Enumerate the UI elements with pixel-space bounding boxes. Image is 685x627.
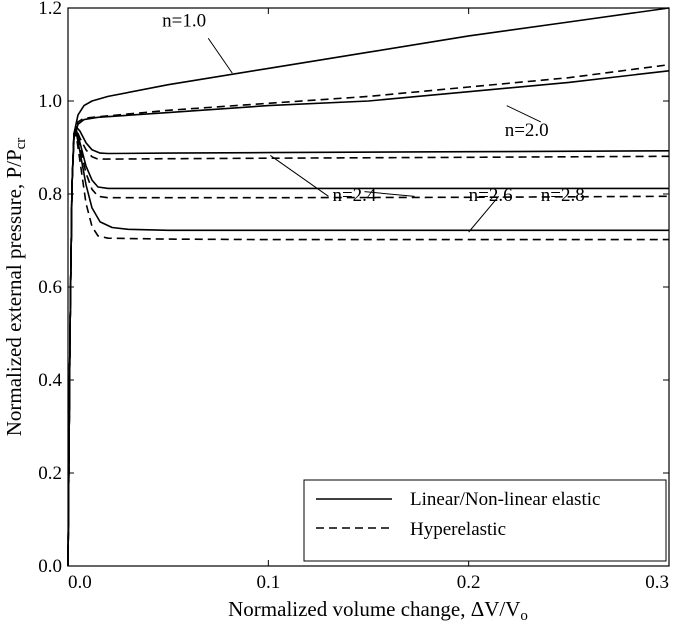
annotation-leader-line (207, 37, 233, 74)
x-tick-label: 0.1 (256, 572, 280, 593)
x-axis-title-sub: o (520, 608, 528, 624)
annotation-label: n=2.8 (541, 185, 585, 206)
series-layer (67, 7, 670, 567)
y-tick-label: 0.4 (38, 370, 62, 391)
y-axis-title-sub: cr (13, 138, 29, 150)
x-tick-label: 0.0 (68, 572, 92, 593)
y-axis-title-main: Normalized external pressure, P/P (2, 149, 26, 436)
y-tick-label: 1.2 (38, 0, 62, 19)
y-tick-labels: 0.0 0.2 0.4 0.6 0.8 1.0 1.2 (38, 0, 62, 577)
x-axis-title-main: Normalized volume change, ΔV/V (228, 597, 520, 621)
y-tick-label: 0.0 (38, 556, 62, 577)
annotation-leader-line (270, 154, 329, 197)
y-tick-label: 0.2 (38, 463, 62, 484)
annotation-layer: n=1.0 n=2.0 n=2.4 n=2.6 n=2.8 (162, 11, 585, 233)
x-tick-label: 0.3 (645, 572, 669, 593)
y-tick-label: 0.6 (38, 277, 62, 298)
annotation-leader-line (364, 191, 415, 197)
series-line-n-2-4-dashed (67, 128, 670, 567)
legend: Linear/Non-linear elastic Hyperelastic (303, 479, 667, 562)
annotation-label: n=1.0 (162, 11, 206, 32)
legend-box (303, 479, 667, 562)
y-axis-title: Normalized external pressure, P/Pcr (2, 138, 29, 437)
legend-label-dashed: Hyperelastic (410, 519, 506, 540)
annotation-leader-line (468, 196, 500, 233)
legend-label-solid: Linear/Non-linear elastic (410, 489, 600, 510)
y-tick-label: 0.8 (38, 184, 62, 205)
x-tick-label: 0.2 (457, 572, 481, 593)
annotation-label: n=2.4 (332, 185, 376, 206)
annotation-leader-line (506, 105, 542, 123)
annotation-label: n=2.0 (505, 120, 549, 141)
y-tick-label: 1.0 (38, 91, 62, 112)
x-tick-labels: 0.0 0.1 0.2 0.3 (68, 572, 669, 593)
series-line-n-2-8-dashed (67, 132, 669, 567)
axis-ticks (67, 7, 670, 567)
x-axis-title: Normalized volume change, ΔV/Vo (228, 597, 528, 624)
series-line-n-2-6-dashed (67, 130, 670, 567)
series-line-n-2-8-solid (67, 130, 669, 567)
annotation-label: n=2.6 (469, 185, 513, 206)
